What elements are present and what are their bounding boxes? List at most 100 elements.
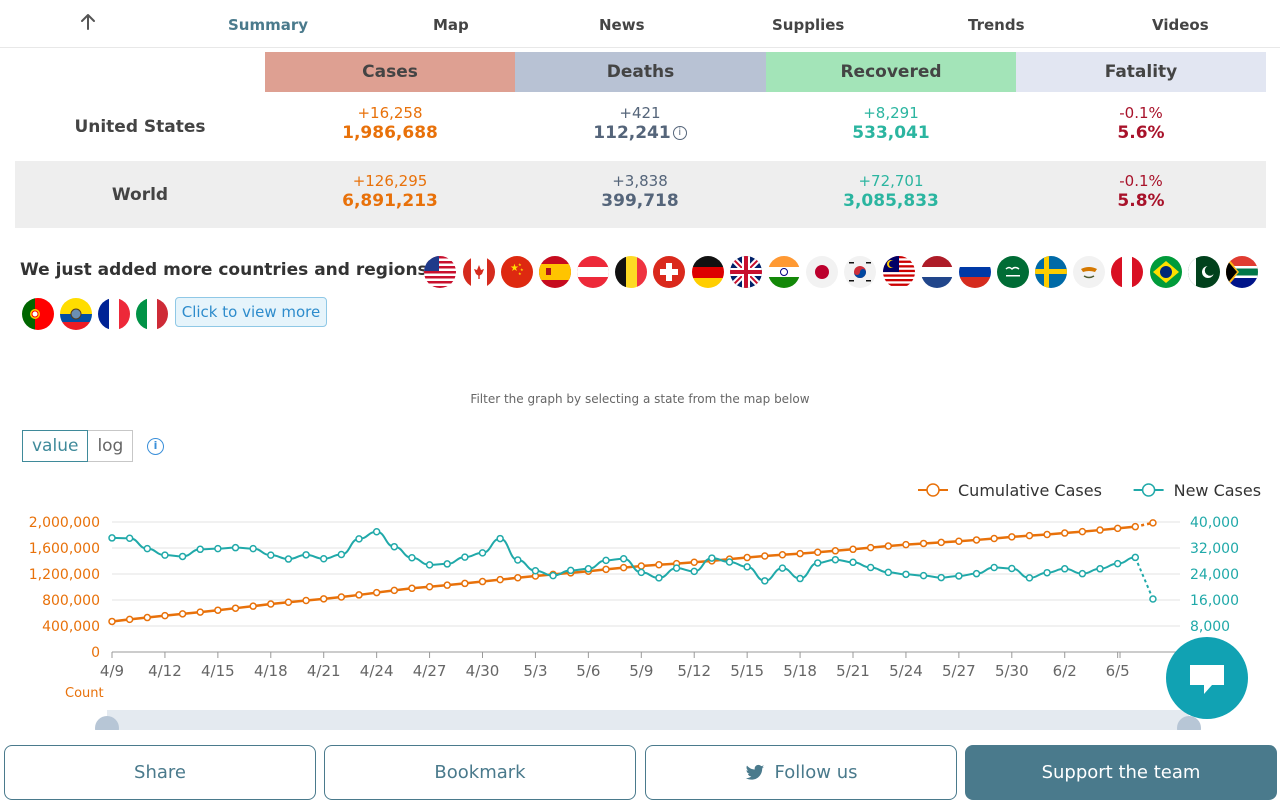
filter-hint: Filter the graph by selecting a state fr…	[470, 392, 810, 406]
france-flag-icon[interactable]	[98, 298, 130, 330]
value-toggle-button[interactable]: value	[22, 430, 89, 462]
data-point	[919, 571, 928, 580]
left-tick-label: 400,000	[42, 619, 100, 635]
sweden-flag-icon[interactable]	[1035, 256, 1067, 288]
info-icon[interactable]: i	[672, 126, 687, 140]
portugal-flag-icon[interactable]	[22, 298, 54, 330]
nav-summary[interactable]: Summary	[228, 16, 309, 34]
cases-delta: +16,258	[357, 104, 423, 122]
netherlands-flag-icon[interactable]	[921, 256, 953, 288]
x-tick-label: 4/15	[201, 662, 235, 680]
austria-flag-icon[interactable]	[577, 256, 609, 288]
x-tick-label: 5/21	[836, 662, 870, 680]
recovered-cell: +72,701 3,085,833	[766, 172, 1016, 212]
data-point	[1096, 565, 1104, 573]
left-tick-label: 1,600,000	[29, 541, 100, 557]
data-point	[690, 567, 698, 576]
data-point	[725, 558, 734, 566]
deaths-cell: +3,838 399,718	[515, 172, 765, 212]
support-button[interactable]: Support the team	[965, 745, 1277, 800]
belgium-flag-icon[interactable]	[615, 256, 647, 288]
spain-flag-icon[interactable]	[539, 256, 571, 288]
data-point	[125, 615, 134, 624]
right-tick-label: 24,000	[1190, 567, 1239, 583]
data-point	[196, 608, 204, 616]
data-point	[531, 567, 540, 575]
italy-flag-icon[interactable]	[136, 298, 168, 330]
peru-flag-icon[interactable]	[1111, 256, 1143, 288]
pakistan-flag-icon[interactable]	[1188, 256, 1220, 288]
data-point	[178, 552, 187, 561]
nav-map[interactable]: Map	[433, 16, 469, 34]
header-fatality: Fatality	[1016, 52, 1266, 92]
nav-videos[interactable]: Videos	[1152, 16, 1209, 34]
x-tick-label: 5/27	[942, 662, 976, 680]
bookmark-button[interactable]: Bookmark	[324, 745, 636, 800]
data-point	[955, 537, 963, 545]
x-tick-label: 4/18	[254, 662, 288, 680]
south-africa-flag-icon[interactable]	[1226, 256, 1258, 288]
data-point	[249, 602, 257, 610]
data-point	[143, 544, 152, 553]
data-point	[372, 588, 381, 597]
left-tick-label: 2,000,000	[29, 515, 100, 531]
cyprus-flag-icon[interactable]	[1073, 256, 1105, 288]
south-korea-flag-icon[interactable]	[844, 256, 876, 288]
data-point	[443, 581, 451, 589]
india-flag-icon[interactable]	[768, 256, 800, 288]
data-point	[1043, 530, 1051, 539]
ecuador-flag-icon[interactable]	[60, 298, 92, 330]
zoom-handle-right	[1177, 716, 1201, 730]
data-point	[408, 554, 416, 562]
bottom-bar: Share Bookmark Follow us Support the tea…	[0, 730, 1280, 812]
share-button[interactable]: Share	[4, 745, 316, 800]
saudi-arabia-flag-icon[interactable]	[997, 256, 1029, 288]
nav-supplies[interactable]: Supplies	[772, 16, 845, 34]
follow-button[interactable]: Follow us	[645, 745, 957, 800]
data-point	[355, 591, 363, 599]
nav-trends[interactable]: Trends	[968, 16, 1025, 34]
deaths-delta: +421	[619, 104, 661, 122]
right-tick-label: 40,000	[1190, 515, 1239, 531]
svg-text:★: ★	[518, 262, 522, 267]
data-point	[408, 584, 416, 593]
data-point	[990, 563, 998, 572]
x-tick-label: 5/9	[629, 662, 653, 680]
view-more-button[interactable]: Click to view more	[175, 297, 327, 327]
data-point	[355, 535, 363, 543]
cases-chart: 0 400,000 800,000 1,200,000 1,600,000 2,000,0…	[29, 481, 1261, 730]
us-flag-icon[interactable]	[424, 256, 456, 288]
japan-flag-icon[interactable]	[806, 256, 838, 288]
nav-news[interactable]: News	[599, 16, 645, 34]
data-point	[990, 534, 998, 543]
china-flag-icon[interactable]: ★ ★ ★ ★	[501, 256, 533, 288]
data-point	[655, 574, 663, 582]
data-point	[1149, 519, 1157, 527]
malaysia-flag-icon[interactable]	[883, 256, 915, 288]
cases-cell: +126,295 6,891,213	[265, 172, 515, 212]
data-point	[337, 550, 346, 559]
germany-flag-icon[interactable]	[692, 256, 724, 288]
x-tick-label: 5/24	[889, 662, 923, 680]
x-tick-label: 5/6	[576, 662, 600, 680]
header-cases: Cases	[265, 52, 515, 92]
legend-marker	[926, 483, 940, 497]
switzerland-flag-icon[interactable]	[653, 256, 685, 288]
chat-bubble-icon	[1190, 665, 1224, 694]
data-point	[161, 611, 169, 620]
info-icon[interactable]: i	[147, 438, 164, 455]
chat-button[interactable]	[1166, 637, 1248, 719]
data-point	[1008, 564, 1016, 573]
data-point	[1078, 569, 1087, 578]
uk-flag-icon[interactable]	[730, 256, 762, 288]
data-point	[619, 563, 628, 572]
arrow-up-icon[interactable]	[76, 10, 100, 34]
log-toggle-button[interactable]: log	[88, 430, 134, 462]
data-point	[372, 528, 381, 536]
data-point	[972, 569, 981, 578]
data-point	[284, 598, 293, 607]
canada-flag-icon[interactable]	[463, 256, 495, 288]
data-point	[813, 548, 822, 556]
russia-flag-icon[interactable]	[959, 256, 991, 288]
brazil-flag-icon[interactable]	[1150, 256, 1182, 288]
